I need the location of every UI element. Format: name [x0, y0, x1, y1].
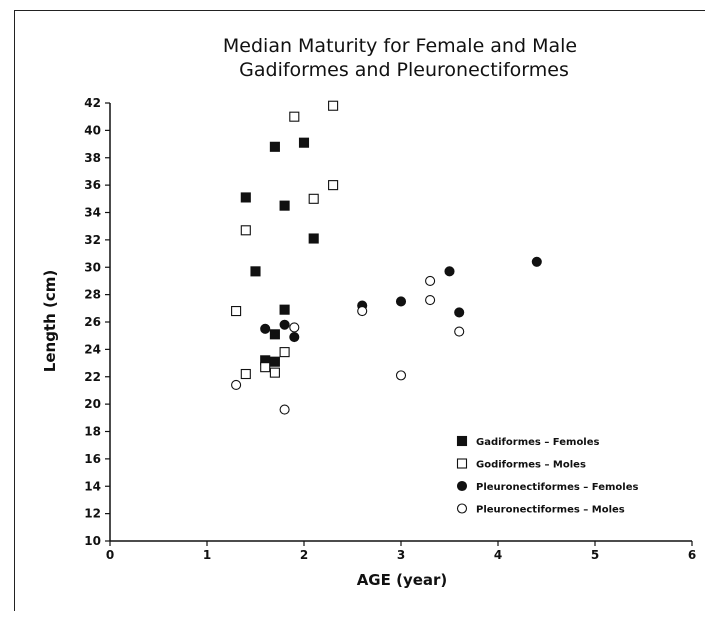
- y-tick-label: 26: [84, 315, 101, 329]
- data-point-series-2: [260, 362, 271, 373]
- data-point-series-2: [328, 180, 339, 191]
- y-tick-label: 36: [84, 178, 101, 192]
- data-point-series-1: [269, 141, 280, 152]
- data-point-series-1: [269, 329, 280, 340]
- legend-label: Pleuronectiformes – Moles: [476, 505, 625, 516]
- y-tick-label: 24: [84, 342, 101, 356]
- data-point-series-4: [357, 305, 368, 317]
- data-point-series-4: [289, 322, 300, 333]
- data-point-series-4: [454, 326, 465, 337]
- y-tick-label: 34: [84, 206, 101, 220]
- data-point-series-1: [298, 137, 310, 148]
- x-tick-label: 0: [106, 548, 114, 562]
- legend-label: Pleuronectiformes – Femoles: [476, 482, 638, 493]
- y-tick-label: 10: [84, 534, 101, 548]
- legend-label: Gadiformes – Femoles: [476, 437, 600, 448]
- chart-frame: [14, 10, 705, 611]
- data-point-series-2: [231, 305, 242, 317]
- y-tick-label: 20: [84, 397, 101, 411]
- data-point-series-4: [279, 404, 290, 415]
- data-point-series-3: [454, 307, 465, 318]
- data-point-series-1: [279, 200, 290, 211]
- y-tick-label: 32: [84, 233, 101, 247]
- y-tick-label: 38: [84, 151, 101, 165]
- y-tick-label: 30: [84, 260, 101, 274]
- y-tick-label: 16: [84, 452, 101, 466]
- legend-marker: [456, 480, 468, 492]
- legend: Gadiformes – Femoles Godiformes – Moles Pl…: [456, 435, 638, 516]
- x-tick-label: 1: [203, 548, 211, 562]
- chart-subtitle: Gadiformes and Pleuronectiformes: [239, 59, 569, 81]
- data-point-series-3: [444, 266, 455, 277]
- data-point-series-4: [395, 370, 407, 381]
- y-axis-label: Length (cm): [41, 270, 59, 372]
- data-point-series-2: [240, 225, 251, 236]
- data-point-series-2: [308, 193, 319, 204]
- y-tick-label: 42: [84, 96, 101, 110]
- x-tick-label: 2: [300, 548, 308, 562]
- y-tick-label: 22: [84, 370, 101, 384]
- data-point-series-3: [260, 323, 271, 334]
- data-point-series-3: [289, 332, 300, 343]
- x-axis-label: AGE (year): [357, 571, 448, 589]
- data-point-series-1: [279, 304, 290, 315]
- data-point-series-1: [250, 266, 261, 277]
- data-point-series-2: [269, 367, 280, 378]
- axes: 0 1 2 3 4 5 6101214161820222426283032343638404…: [84, 96, 696, 562]
- data-points: [231, 100, 542, 415]
- data-point-series-3: [395, 296, 407, 307]
- legend-label: Godiformes – Moles: [476, 460, 586, 471]
- data-point-series-2: [279, 347, 290, 358]
- chart-title: Median Maturity for Female and Male: [223, 35, 577, 57]
- x-tick-label: 3: [397, 548, 405, 562]
- data-point-series-1: [269, 356, 280, 367]
- y-tick-label: 14: [84, 479, 101, 493]
- y-tick-label: 28: [84, 288, 101, 302]
- data-point-series-2: [240, 368, 251, 380]
- data-point-series-2: [328, 100, 339, 111]
- data-point-series-3: [279, 319, 290, 330]
- x-tick-label: 6: [688, 548, 696, 562]
- x-tick-label: 5: [591, 548, 599, 562]
- data-point-series-2: [289, 111, 300, 122]
- data-point-series-1: [240, 192, 251, 203]
- legend-marker: [456, 458, 468, 469]
- data-point-series-4: [425, 295, 436, 306]
- y-tick-label: 40: [84, 123, 101, 137]
- y-tick-label: 12: [84, 507, 101, 521]
- legend-marker: [456, 503, 468, 514]
- x-tick-label: 4: [494, 548, 502, 562]
- data-point-series-4: [425, 275, 436, 286]
- data-point-series-3: [531, 256, 542, 267]
- y-tick-label: 18: [84, 425, 101, 439]
- legend-marker: [456, 435, 468, 447]
- data-point-series-4: [231, 379, 242, 391]
- data-point-series-1: [308, 233, 319, 244]
